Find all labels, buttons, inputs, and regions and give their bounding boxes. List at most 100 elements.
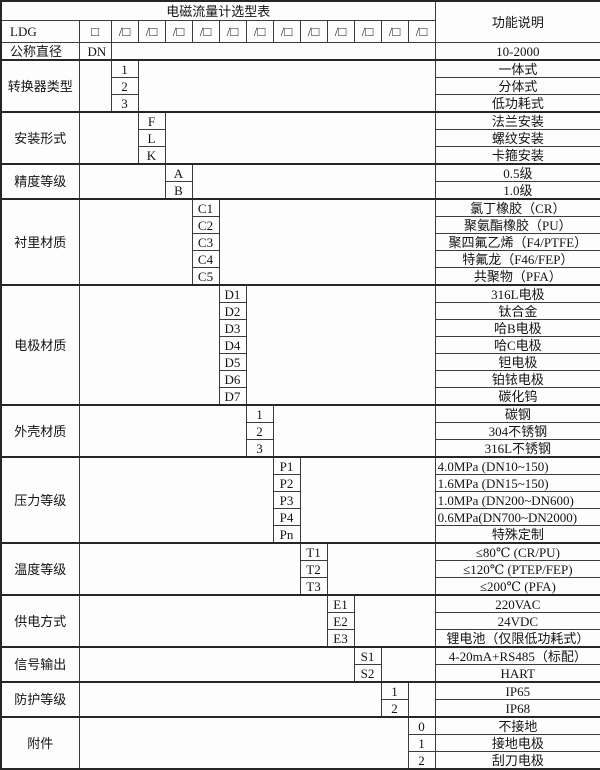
function-header: 功能说明 (434, 0, 600, 43)
spacer (78, 716, 409, 770)
option-code: 2 (380, 699, 409, 718)
option-code: 2 (245, 422, 274, 440)
model-slot-box-10: /□ (353, 20, 382, 43)
option-code: 1 (245, 404, 274, 423)
option-code: D4 (218, 336, 247, 354)
section-label-housing: 外壳材质 (0, 404, 80, 458)
option-desc: 卡箍安装 (434, 146, 600, 165)
option-desc: 220VAC (434, 594, 600, 613)
option-code: L (137, 129, 166, 147)
option-desc: 铂铱电极 (434, 370, 600, 388)
model-slot-box-8: /□ (299, 20, 328, 43)
section-label-liner: 衬里材质 (0, 198, 80, 286)
option-code: E3 (326, 629, 355, 648)
option-desc: 0.5级 (434, 163, 600, 182)
spacer (137, 59, 436, 113)
option-code: D7 (218, 387, 247, 406)
option-desc: 1.0MPa (DN200~DN600) (434, 491, 600, 509)
spacer (78, 198, 193, 286)
section-label-pressure: 压力等级 (0, 456, 80, 544)
option-code: D1 (218, 284, 247, 303)
spacer (218, 198, 436, 286)
option-code: 2 (407, 751, 436, 770)
option-desc: 钛合金 (434, 302, 600, 320)
option-code: 1 (380, 681, 409, 700)
option-code: P4 (272, 508, 301, 526)
option-desc: 哈B电极 (434, 319, 600, 337)
option-code: A (164, 163, 193, 182)
option-desc: 一体式 (434, 59, 600, 78)
diameter-desc: 10-2000 (434, 42, 600, 61)
option-desc: IP65 (434, 681, 600, 700)
model-slot-box-11: /□ (380, 20, 409, 43)
option-code: 2 (110, 77, 139, 95)
option-desc: 法兰安装 (434, 111, 600, 130)
spacer (380, 646, 436, 683)
spacer (272, 404, 436, 458)
option-code: T3 (299, 577, 328, 596)
option-desc: 分体式 (434, 77, 600, 95)
model-slot-box-6: /□ (245, 20, 274, 43)
option-desc: 刮刀电极 (434, 751, 600, 770)
model-slot-box-7: /□ (272, 20, 301, 43)
option-code: 0 (407, 716, 436, 735)
option-desc: 24VDC (434, 612, 600, 630)
section-label-signal-output: 信号输出 (0, 646, 80, 683)
section-label-converter-type: 转换器类型 (0, 59, 80, 113)
section-label-electrode: 电极材质 (0, 284, 80, 406)
option-desc: 1.6MPa (DN15~150) (434, 474, 600, 492)
section-label-power-supply: 供电方式 (0, 594, 80, 648)
section-label-mounting: 安装形式 (0, 111, 80, 165)
page-title: 电磁流量计选型表 (0, 0, 436, 21)
spacer (164, 111, 436, 165)
option-code: E2 (326, 612, 355, 630)
option-desc: 1.0级 (434, 181, 600, 200)
option-desc: HART (434, 664, 600, 683)
option-code: B (164, 181, 193, 200)
option-desc: 0.6MPa(DN700~DN2000) (434, 508, 600, 526)
option-desc: 螺纹安装 (434, 129, 600, 147)
model-slot-box-9: /□ (326, 20, 355, 43)
option-code: D6 (218, 370, 247, 388)
section-label-accessories: 附件 (0, 716, 80, 770)
option-desc: 锂电池（仅限低功耗式） (434, 629, 600, 648)
option-code: D5 (218, 353, 247, 371)
spacer (78, 284, 220, 406)
option-desc: 特氟龙（F46/FEP） (434, 250, 600, 268)
model-slot-box-5: /□ (218, 20, 247, 43)
spacer (78, 111, 139, 165)
model-slot-box-2: /□ (137, 20, 166, 43)
option-code: S2 (353, 664, 382, 683)
option-code: D3 (218, 319, 247, 337)
option-desc: IP68 (434, 699, 600, 718)
model-prefix-label: LDG (0, 20, 80, 43)
option-code: 3 (245, 439, 274, 458)
spacer (326, 542, 436, 596)
option-desc: 316L不锈钢 (434, 439, 600, 458)
option-desc: 4-20mA+RS485（标配） (434, 646, 600, 665)
option-desc: 氯丁橡胶（CR） (434, 198, 600, 217)
option-desc: 碳钢 (434, 404, 600, 423)
option-desc: 4.0MPa (DN10~150) (434, 456, 600, 475)
option-code: 3 (110, 94, 139, 113)
spacer (245, 284, 436, 406)
spacer (78, 681, 382, 718)
spacer (78, 646, 355, 683)
option-code: 1 (110, 59, 139, 78)
option-desc: 316L电极 (434, 284, 600, 303)
option-desc: 低功耗式 (434, 94, 600, 113)
option-code: C5 (191, 267, 220, 286)
option-code: E1 (326, 594, 355, 613)
spacer (78, 594, 328, 648)
option-desc: 304不锈钢 (434, 422, 600, 440)
diameter-code: DN (78, 42, 112, 61)
option-desc: 碳化钨 (434, 387, 600, 406)
spacer (78, 542, 301, 596)
option-desc: ≤200℃ (PFA) (434, 577, 600, 596)
option-code: P2 (272, 474, 301, 492)
option-code: D2 (218, 302, 247, 320)
option-code: T2 (299, 560, 328, 578)
option-desc: ≤80℃ (CR/PU) (434, 542, 600, 561)
spacer (407, 681, 436, 718)
